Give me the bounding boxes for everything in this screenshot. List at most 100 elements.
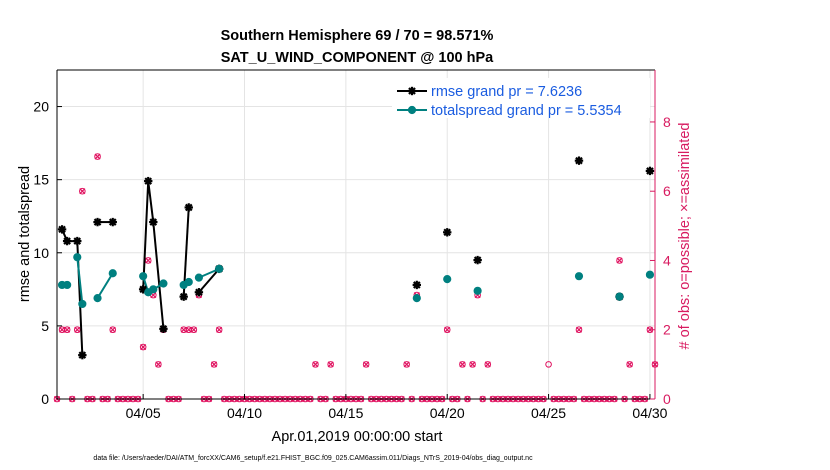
obs-possible-point <box>185 326 193 334</box>
series-line-segment <box>142 181 165 329</box>
obs-assimilated-point <box>469 361 476 368</box>
y-axis-label: rmse and totalspread <box>17 166 33 302</box>
rmse-point <box>62 236 72 246</box>
obs-x-stroke <box>94 153 101 160</box>
star-stroke <box>473 256 482 264</box>
rmse-point <box>194 288 204 297</box>
obs-assimilated-point <box>94 153 101 160</box>
totalspread-point <box>443 274 452 284</box>
obs-possible-point <box>403 361 410 368</box>
rmse-point <box>574 156 584 165</box>
obs-possible-point <box>484 361 492 368</box>
totalspread-point <box>645 270 655 279</box>
obs-assimilated-point <box>180 326 187 333</box>
obs-assimilated-point <box>403 361 410 368</box>
obs-assimilated-point <box>140 344 147 351</box>
star-stroke <box>149 218 158 226</box>
obs-assimilated-point <box>109 326 116 333</box>
obs-possible-point <box>469 361 476 368</box>
obs-x-stroke <box>444 326 451 333</box>
obs-possible-point <box>190 326 198 334</box>
obs-x-stroke <box>626 361 633 368</box>
obs-assimilated-point <box>74 326 81 333</box>
star-stroke <box>93 218 102 226</box>
obs-assimilated-point <box>155 361 162 368</box>
obs-possible-point <box>312 361 319 368</box>
legend-label-totalspread: totalspread grand pr = 5.5354 <box>431 103 622 119</box>
obs-x-stroke <box>484 361 491 368</box>
obs-assimilated-point <box>327 361 334 368</box>
obs-assimilated-point <box>575 326 583 333</box>
totalspread-point <box>108 269 117 278</box>
y-tick-label: 5 <box>41 318 49 334</box>
obs-x-stroke <box>646 326 653 333</box>
totalspread-point <box>63 280 72 290</box>
star-stroke <box>63 237 71 245</box>
y-right-tick-label: 4 <box>663 252 671 268</box>
chart-title: Southern Hemisphere 69 / 70 = 98.571% <box>221 28 494 44</box>
obs-possible-point <box>616 257 623 264</box>
star-stroke <box>184 203 193 212</box>
rmse-point <box>57 225 67 234</box>
rmse-point <box>184 203 193 212</box>
totalspread-point <box>73 253 82 262</box>
obs-possible-point <box>73 326 81 334</box>
star-stroke <box>195 288 203 297</box>
rmse-point <box>93 217 102 227</box>
obs-assimilated-point <box>312 361 319 368</box>
obs-x-stroke <box>616 257 623 264</box>
star-stroke <box>108 218 117 226</box>
star-stroke <box>73 237 82 245</box>
rmse-point <box>78 350 87 360</box>
x-tick-label: 04/20 <box>430 405 465 421</box>
obs-assimilated-point <box>444 326 451 333</box>
obs-x-stroke <box>190 326 197 333</box>
y-right-tick-label: 6 <box>663 183 671 199</box>
obs-assimilated-point <box>185 326 192 333</box>
obs-assimilated-point <box>59 326 66 333</box>
y-tick-label: 0 <box>41 391 49 407</box>
rmse-point <box>412 280 422 290</box>
obs-x-stroke <box>109 326 116 333</box>
obs-x-stroke <box>150 292 157 299</box>
obs-x-stroke <box>459 361 466 368</box>
star-stroke <box>413 281 421 289</box>
obs-assimilated-point <box>363 361 370 368</box>
star-stroke <box>408 87 416 95</box>
obs-x-stroke <box>312 361 319 368</box>
totalspread-point <box>78 299 87 309</box>
star-stroke <box>179 292 188 301</box>
star-stroke <box>144 177 153 185</box>
totalspread-point <box>93 294 102 303</box>
obs-x-stroke <box>403 361 410 368</box>
y-tick-label: 15 <box>33 172 49 188</box>
x-tick-label: 04/30 <box>632 405 667 421</box>
y-right-tick-label: 8 <box>663 114 671 130</box>
rmse-point <box>473 255 482 265</box>
ticks-layer: 04/05 04/10 04/15 04/20 04/25 04/300510152002… <box>33 99 671 421</box>
totalspread-point <box>412 294 421 303</box>
totalspread-point <box>473 286 482 295</box>
totalspread-point <box>215 264 224 273</box>
star-stroke <box>443 228 452 237</box>
obs-assimilated-point <box>64 326 71 333</box>
legend-marker-totalspread <box>407 105 417 115</box>
obs-assimilated-point <box>626 361 633 368</box>
obs-x-stroke <box>180 326 187 333</box>
x-tick-label: 04/15 <box>328 405 363 421</box>
totalspread-point <box>184 277 193 287</box>
series-line-segment <box>61 228 84 356</box>
rmse-point <box>443 228 452 237</box>
star-stroke <box>646 167 654 175</box>
obs-assimilated-point <box>145 257 152 264</box>
y-tick-label: 20 <box>33 99 49 115</box>
obs-assimilated-point <box>646 326 653 333</box>
obs-assimilated-point <box>216 326 223 333</box>
series-line-segment <box>96 272 114 299</box>
legend-dot <box>407 105 417 115</box>
star-stroke <box>58 225 66 234</box>
markers-layer <box>57 156 655 360</box>
obs-assimilated-point <box>616 257 623 264</box>
obs-x-stroke <box>155 361 162 368</box>
data-file-footer: data file: /Users/raeder/DAI/ATM_forcXX/… <box>93 455 533 462</box>
